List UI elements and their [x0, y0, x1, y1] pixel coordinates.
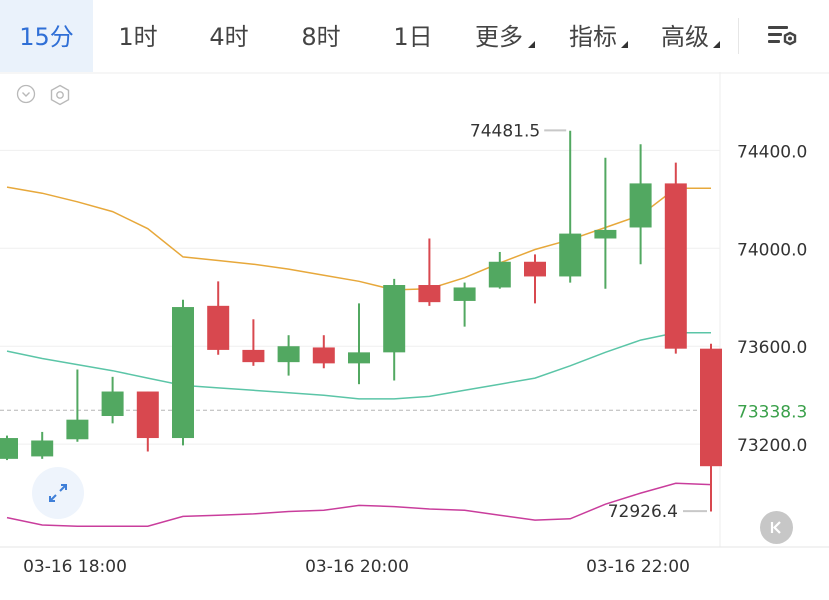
- candle-body-down: [664, 183, 687, 349]
- chart-settings-icon[interactable]: [762, 22, 802, 52]
- time-tick-label: 03-16 18:00: [23, 557, 127, 577]
- candle-body-up: [488, 261, 511, 288]
- candle-body-up: [101, 391, 124, 417]
- candle-body-up: [348, 352, 370, 364]
- candle-body-down: [312, 347, 335, 364]
- candle-body-down: [207, 305, 230, 350]
- tab-advanced-caret-icon: [713, 41, 720, 48]
- tab-indicators-dropdown[interactable]: 指标: [569, 23, 617, 51]
- candlestick-chart-panel[interactable]: 74481.5 72926.4 74400.0 74000.0 73600.0 7320…: [0, 72, 829, 596]
- jump-to-latest-icon[interactable]: [760, 511, 793, 544]
- candle-body-down: [418, 285, 441, 303]
- tab-1hour[interactable]: 1时: [118, 23, 158, 51]
- hexagon-gear-icon[interactable]: [49, 84, 71, 106]
- moving-average-line-3: [6, 482, 712, 527]
- candle-body-up: [629, 183, 652, 228]
- candle-body-up: [559, 233, 582, 277]
- candle-body-up: [277, 346, 300, 363]
- candle-body-down: [242, 349, 265, 363]
- candle-body-up: [383, 285, 406, 353]
- moving-average-line-2: [6, 332, 711, 400]
- price-tick-label: 73200.0: [737, 436, 807, 456]
- toolbar-divider: [738, 18, 739, 54]
- candle-body-down: [700, 348, 722, 467]
- tab-4hour[interactable]: 4时: [209, 23, 249, 51]
- time-tick-label: 03-16 20:00: [305, 557, 409, 577]
- candle-body-up: [0, 438, 18, 459]
- low-price-label: 72926.4: [608, 502, 678, 522]
- price-tick-label: 74000.0: [737, 240, 807, 260]
- time-tick-label: 03-16 22:00: [586, 557, 690, 577]
- candle-body-up: [66, 419, 89, 440]
- tab-more-dropdown[interactable]: 更多: [475, 23, 523, 51]
- candle-body-up: [172, 307, 194, 439]
- timeframe-toolbar: 15分 1时 4时 8时 1日 更多 指标 高级: [0, 0, 829, 72]
- high-price-label: 74481.5: [470, 121, 540, 141]
- tab-15min[interactable]: 15分: [0, 0, 93, 72]
- tab-indicators-caret-icon: [621, 41, 628, 48]
- tab-advanced-dropdown[interactable]: 高级: [661, 23, 709, 51]
- current-price-label: 73338.3: [737, 402, 807, 422]
- moving-average-line-1: [6, 186, 711, 291]
- price-tick-label: 73600.0: [737, 338, 807, 358]
- candlestick-chart: 74481.5 72926.4 74400.0 74000.0 73600.0 7320…: [0, 72, 829, 577]
- expand-arrows-icon[interactable]: [32, 467, 84, 519]
- price-tick-label: 74400.0: [737, 142, 807, 162]
- candle-body-down: [524, 261, 546, 277]
- tab-more-caret-icon: [528, 41, 535, 48]
- chevron-down-circle-icon[interactable]: [16, 84, 36, 104]
- candle-body-up: [453, 287, 476, 301]
- candle-body-up: [594, 229, 617, 239]
- tab-8hour[interactable]: 8时: [301, 23, 341, 51]
- candle-body-up: [31, 440, 54, 457]
- candle-body-down: [136, 391, 159, 439]
- tab-1day[interactable]: 1日: [393, 23, 433, 51]
